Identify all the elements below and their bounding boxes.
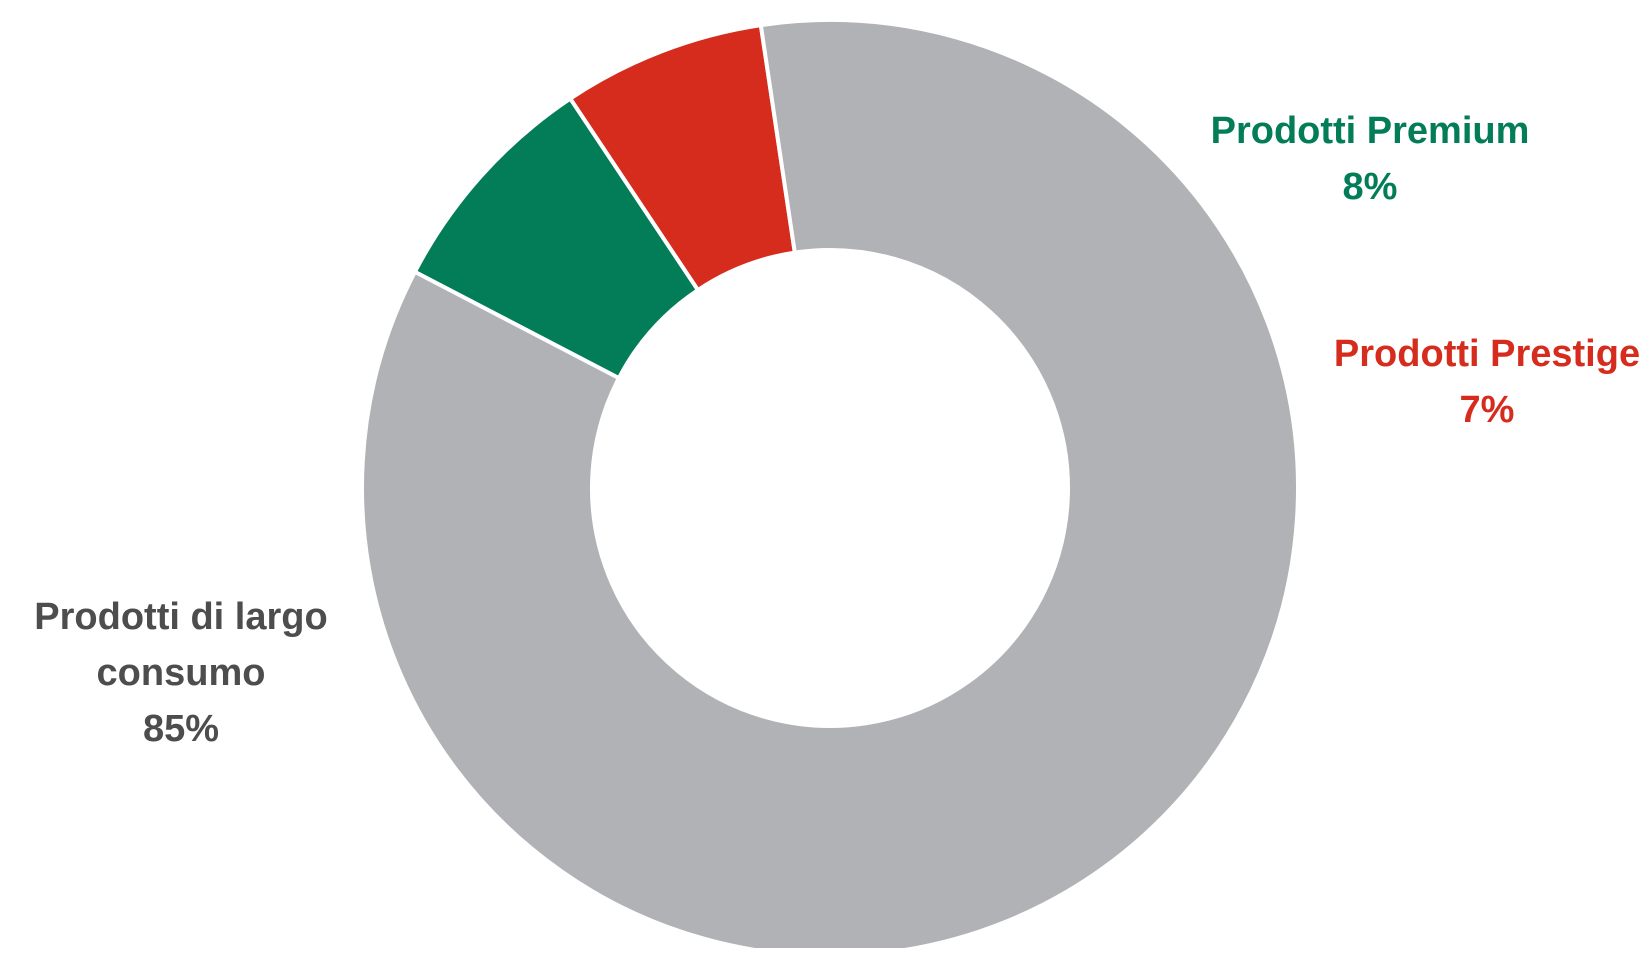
data-label-prodotti-di-largo-consumo: Prodotti di largo consumo 85%	[34, 596, 327, 750]
data-label-value: 7%	[1460, 389, 1515, 431]
data-label-category: Prodotti di largo	[34, 596, 327, 638]
labels-layer: Prodotti Premium 8%Prodotti Prestige 7%Pro…	[34, 110, 1640, 750]
data-label-value: 8%	[1343, 166, 1398, 208]
data-label-prodotti-premium: Prodotti Premium 8%	[1211, 110, 1530, 208]
data-label-prodotti-prestige: Prodotti Prestige 7%	[1334, 333, 1640, 431]
data-label-value: 85%	[143, 708, 219, 750]
slices-layer	[360, 18, 1300, 953]
slice-prodotti-di-largo-consumo	[360, 18, 1300, 953]
data-label-category: consumo	[97, 652, 266, 694]
data-label-category: Prodotti Prestige	[1334, 333, 1640, 375]
data-label-category: Prodotti Premium	[1211, 110, 1530, 152]
